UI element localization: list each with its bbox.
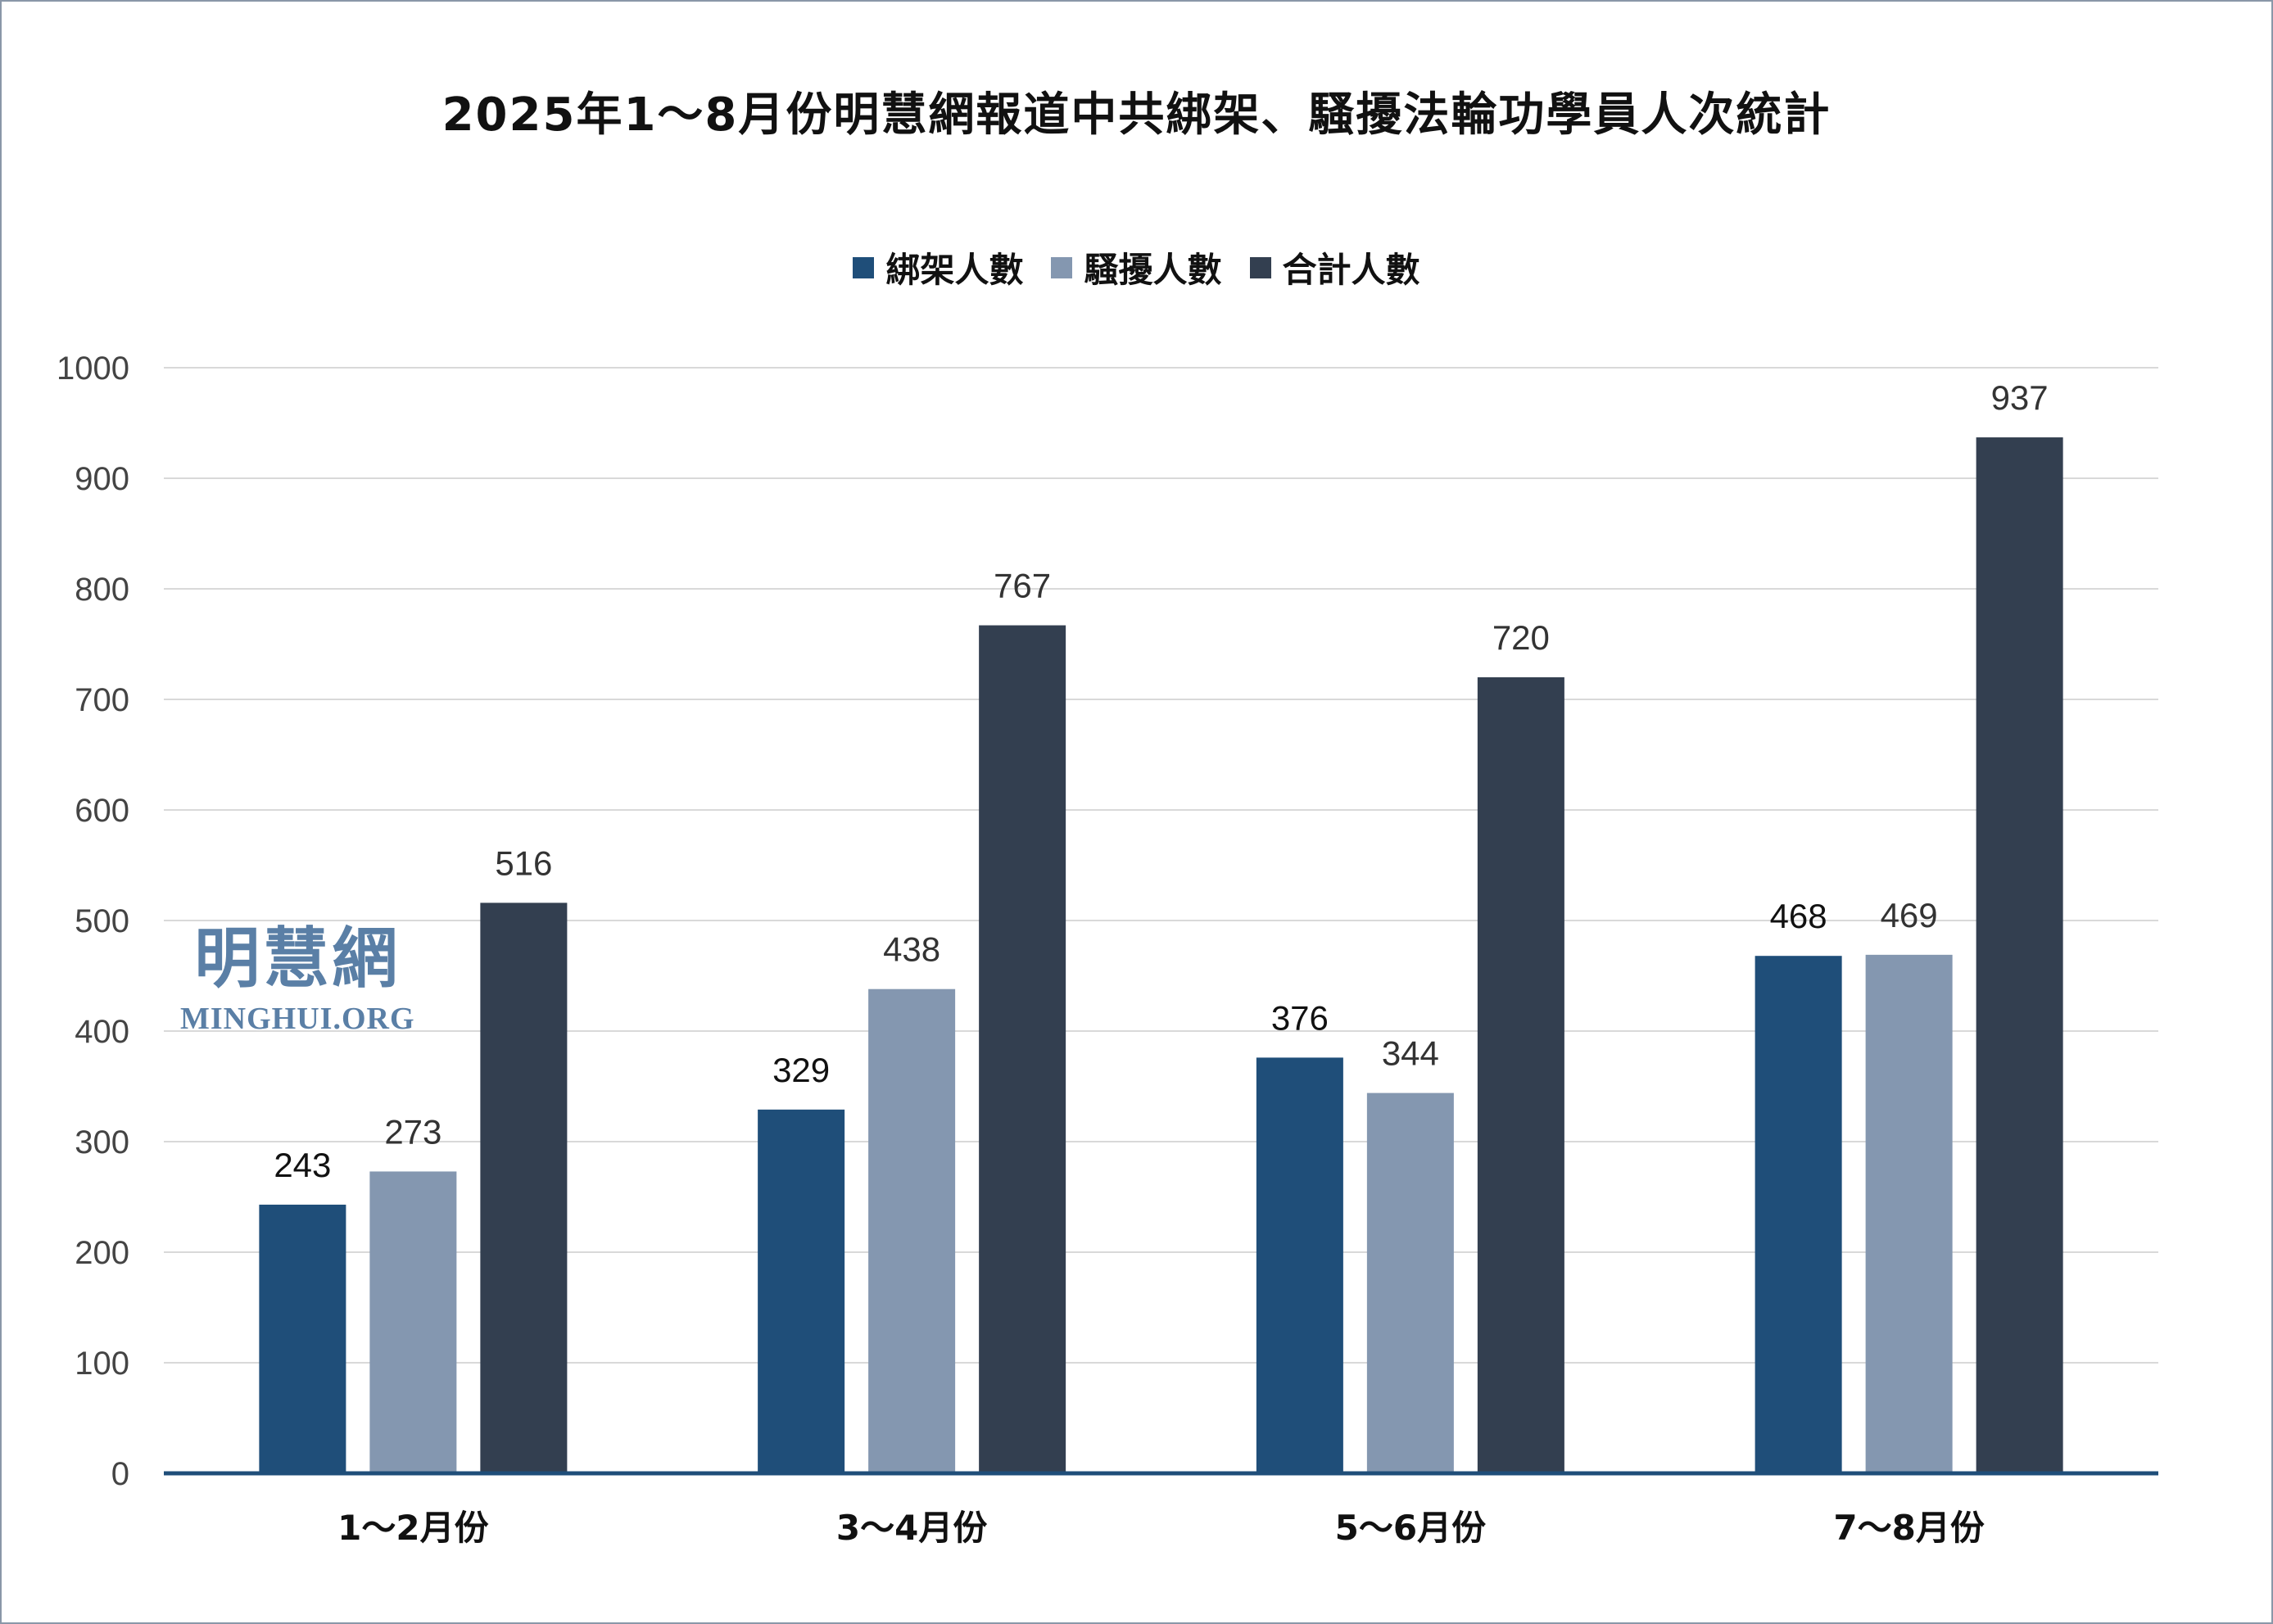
legend-label-harassed: 騷擾人數: [1084, 250, 1222, 290]
y-tick-label: 700: [75, 682, 129, 718]
legend-item-harassed: 騷擾人數: [1051, 242, 1222, 292]
data-label: 468: [1770, 897, 1827, 935]
data-label: 469: [1881, 896, 1938, 934]
y-tick-label: 100: [75, 1346, 129, 1382]
legend-item-total: 合計人數: [1249, 242, 1420, 292]
legend: 綁架人數 騷擾人數 合計人數: [0, 242, 2273, 292]
x-tick-label: 5～6月份: [1335, 1508, 1486, 1548]
legend-label-kidnapped: 綁架人數: [885, 250, 1024, 290]
bar: [758, 1109, 845, 1473]
watermark-name: 明慧網: [194, 920, 401, 997]
y-tick-label: 800: [75, 572, 129, 608]
data-label: 376: [1271, 998, 1329, 1037]
legend-swatch-total: [1249, 256, 1271, 278]
y-tick-label: 400: [75, 1014, 129, 1050]
y-tick-label: 1000: [57, 351, 129, 387]
x-tick-label: 3～4月份: [836, 1508, 987, 1548]
bar: [1755, 956, 1842, 1473]
bar: [1976, 437, 2063, 1473]
data-label: 329: [772, 1051, 830, 1089]
watermark-site: MINGHUI.ORG: [180, 1002, 415, 1036]
bar: [1477, 677, 1564, 1473]
data-label: 243: [274, 1146, 331, 1184]
bar: [259, 1204, 346, 1473]
legend-label-total: 合計人數: [1282, 250, 1420, 290]
bar: [1256, 1057, 1343, 1473]
legend-item-kidnapped: 綁架人數: [853, 242, 1023, 292]
chart-title: 2025年1～8月份明慧網報道中共綁架、騷擾法輪功學員人次統計: [441, 88, 1832, 142]
bar: [1865, 954, 1953, 1473]
legend-swatch-harassed: [1051, 256, 1073, 278]
bar: [369, 1171, 457, 1473]
data-label: 720: [1492, 618, 1550, 657]
y-tick-label: 0: [111, 1456, 129, 1492]
y-tick-label: 900: [75, 461, 129, 497]
bar: [868, 988, 956, 1473]
legend-swatch-kidnapped: [853, 256, 875, 278]
y-tick-label: 500: [75, 903, 129, 939]
data-label: 438: [883, 930, 940, 969]
x-tick-label: 1～2月份: [337, 1508, 488, 1548]
y-tick-label: 200: [75, 1235, 129, 1271]
x-tick-label: 7～8月份: [1833, 1508, 1984, 1548]
data-label: 937: [1991, 378, 2049, 417]
bar: [480, 902, 568, 1473]
y-tick-label: 600: [75, 793, 129, 829]
data-label: 767: [994, 567, 1051, 605]
data-label: 344: [1382, 1034, 1439, 1073]
minghui-watermark-logo: 明慧網 MINGHUI.ORG: [180, 925, 415, 1037]
bar: [1366, 1092, 1454, 1473]
y-tick-label: 300: [75, 1124, 129, 1160]
data-label: 273: [384, 1112, 441, 1151]
bar: [979, 625, 1066, 1473]
data-label: 516: [495, 844, 552, 882]
